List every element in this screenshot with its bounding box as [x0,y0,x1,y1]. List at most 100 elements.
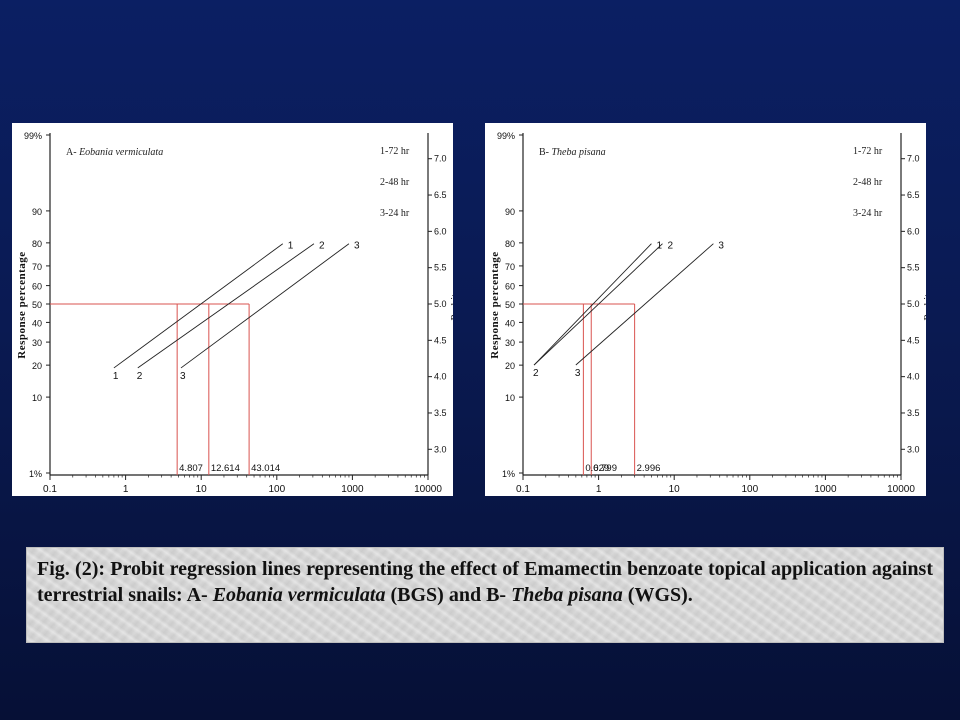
lc50-label-1: 12.614 [211,463,240,474]
legend-entry-2: 3-24 hr [853,208,883,219]
x-tick-label-5: 10000 [887,484,915,495]
y-probit-label-7: 6.5 [434,190,447,200]
panel-label-species: Eobania vermiculata [78,147,163,158]
y-percent-label-3: 30 [32,338,42,348]
legend-entry-0: 1-72 hr [380,146,410,157]
y-percent-label-7: 70 [505,262,515,272]
x-tick-label-5: 10000 [414,484,442,495]
y-percent-label-6: 60 [505,282,515,292]
x-tick-label-2: 10 [669,484,681,495]
y-probit-label-0: 3.0 [907,444,920,454]
line-start-label-3: 3 [180,371,186,382]
y-percent-label-8: 80 [32,239,42,249]
y-percent-label-9: 90 [32,207,42,217]
y-axis-title-right: Probits [922,289,926,320]
chart-panel-a: 0.1 1 10 100 1000 10000 1% 10 20 30 40 50 60 70 80 90 99… [12,123,453,496]
line-start-label-2: 2 [137,371,143,382]
y-probit-label-3: 4.5 [434,335,447,345]
panel-label-prefix: A- [66,147,79,158]
x-tick-label-4: 1000 [341,484,364,495]
y-probit-label-8: 7.0 [434,154,447,164]
y-percent-label-9: 90 [505,207,515,217]
panel-label-species: Theba pisana [552,147,606,158]
y-probit-label-0: 3.0 [434,444,447,454]
lc50-label-1: 0.799 [593,463,617,474]
y-probit-label-3: 4.5 [907,335,920,345]
y-probit-label-5: 5.5 [434,263,447,273]
lc50-label-2: 43.014 [251,463,280,474]
regression-line-3 [180,243,350,369]
y-percent-label-0: 1% [502,469,515,479]
panel-label: B- Theba pisana [539,147,606,158]
panel-label-prefix: B- [539,147,552,158]
regression-line-1 [113,243,284,369]
line-end-label-3: 3 [354,241,360,252]
panel-label: A- Eobania vermiculata [66,147,163,158]
caption-segment-3: Theba pisana [511,584,623,606]
lc50-label-0: 0.629 [585,463,609,474]
y-axis-title-left: Response percentage [489,251,501,358]
y-probit-label-7: 6.5 [907,190,920,200]
line-start-label-2: 2 [533,368,539,379]
line-end-label-3: 3 [718,241,724,252]
y-percent-label-5: 50 [32,300,42,310]
regression-line-2 [137,243,315,369]
line-start-label-1: 1 [113,371,119,382]
y-percent-label-6: 60 [32,282,42,292]
x-tick-label-0: 0.1 [43,484,57,495]
figure-caption: Fig. (2): Probit regression lines repres… [37,556,933,608]
y-percent-label-10: 99% [497,131,515,141]
x-tick-label-2: 10 [196,484,208,495]
y-percent-label-0: 1% [29,469,42,479]
y-probit-label-4: 5.0 [434,299,447,309]
lc50-label-2: 2.996 [637,463,661,474]
y-percent-label-1: 10 [32,393,42,403]
x-tick-label-0: 0.1 [516,484,530,495]
x-tick-label-4: 1000 [814,484,837,495]
chart-panel-b: 0.1 1 10 100 1000 10000 1% 10 20 30 40 50 60 70 80 90 99… [485,123,926,496]
y-percent-label-2: 20 [505,361,515,371]
y-percent-label-4: 40 [32,318,42,328]
y-probit-label-6: 6.0 [434,226,447,236]
y-axis-title-left: Response percentage [16,251,28,358]
y-percent-label-10: 99% [24,131,42,141]
y-percent-label-7: 70 [32,262,42,272]
lc50-label-0: 4.807 [179,463,203,474]
y-percent-label-5: 50 [505,300,515,310]
regression-line-1 [533,243,652,366]
y-probit-label-1: 3.5 [907,408,920,418]
x-tick-label-1: 1 [123,484,129,495]
y-probit-label-1: 3.5 [434,408,447,418]
figure-caption-box: Fig. (2): Probit regression lines repres… [26,547,944,643]
y-probit-label-8: 7.0 [907,154,920,164]
line-end-label-1: 1 [288,241,294,252]
caption-segment-4: (WGS). [622,584,693,606]
probit-chart-b: 0.1 1 10 100 1000 10000 1% 10 20 30 40 50 60 70 80 90 99… [489,131,926,495]
regression-line-3 [575,243,714,366]
y-probit-label-5: 5.5 [907,263,920,273]
y-probit-label-6: 6.0 [907,226,920,236]
y-percent-label-1: 10 [505,393,515,403]
y-percent-label-8: 80 [505,239,515,249]
caption-segment-2: (BGS) and B- [385,584,512,606]
regression-line-2 [533,243,663,366]
legend-entry-1: 2-48 hr [853,177,883,188]
line-start-label-3: 3 [575,368,581,379]
y-axis-title-right: Probits [449,289,453,320]
y-probit-label-4: 5.0 [907,299,920,309]
probit-chart-a: 0.1 1 10 100 1000 10000 1% 10 20 30 40 50 60 70 80 90 99… [16,131,453,495]
y-probit-label-2: 4.0 [907,372,920,382]
legend-entry-2: 3-24 hr [380,208,410,219]
line-end-label-2: 2 [319,241,325,252]
x-tick-label-3: 100 [741,484,758,495]
caption-segment-0: Fig. (2): Probit regression lines repres… [37,558,933,606]
y-probit-label-2: 4.0 [434,372,447,382]
y-percent-label-4: 40 [505,318,515,328]
x-tick-label-3: 100 [268,484,285,495]
y-percent-label-3: 30 [505,338,515,348]
caption-segment-1: Eobania vermiculata [212,584,386,606]
legend-entry-1: 2-48 hr [380,177,410,188]
x-tick-label-1: 1 [596,484,602,495]
line-end-label-2: 2 [667,241,673,252]
y-percent-label-2: 20 [32,361,42,371]
